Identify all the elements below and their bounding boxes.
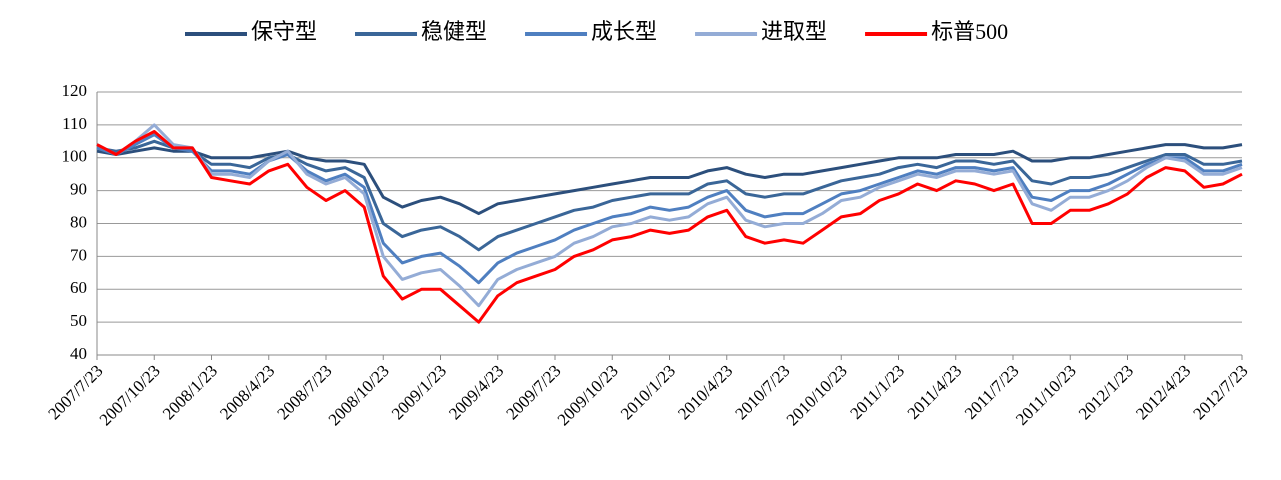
legend-label: 稳健型 (421, 19, 487, 44)
x-tick-label: 2012/7/23 (1189, 361, 1251, 423)
y-tick-label: 40 (70, 344, 87, 363)
legend-label: 标普500 (931, 19, 1008, 44)
x-tick-label: 2007/10/23 (96, 361, 164, 429)
y-tick-label: 110 (62, 114, 87, 133)
legend-label: 进取型 (761, 19, 827, 44)
x-tick-label: 2010/10/23 (783, 361, 851, 429)
x-tick-label: 2008/10/23 (325, 361, 393, 429)
x-tick-label: 2009/10/23 (554, 361, 622, 429)
x-tick-label: 2011/4/23 (904, 361, 966, 423)
x-tick-label: 2011/1/23 (846, 361, 908, 423)
x-tick-label: 2012/1/23 (1075, 361, 1137, 423)
x-tick-label: 2012/4/23 (1132, 361, 1194, 423)
series-line (96, 123, 1243, 308)
y-tick-label: 100 (62, 147, 88, 166)
series-line (96, 130, 1243, 324)
x-tick-label: 2010/1/23 (617, 361, 679, 423)
x-tick-label: 2009/1/23 (388, 361, 450, 423)
x-tick-label: 2008/1/23 (159, 361, 221, 423)
series-line (96, 133, 1243, 285)
x-tick-label: 2011/10/23 (1012, 361, 1080, 429)
x-tick-label: 2008/4/23 (216, 361, 278, 423)
x-tick-label: 2010/4/23 (674, 361, 736, 423)
y-tick-label: 50 (70, 311, 87, 330)
x-tick-label: 2009/4/23 (445, 361, 507, 423)
legend-label: 保守型 (251, 19, 317, 44)
legend-label: 成长型 (591, 19, 657, 44)
y-tick-label: 90 (70, 180, 87, 199)
y-tick-label: 60 (70, 278, 87, 297)
y-tick-label: 120 (62, 81, 88, 100)
y-tick-label: 70 (70, 245, 87, 264)
y-tick-label: 80 (70, 212, 87, 231)
